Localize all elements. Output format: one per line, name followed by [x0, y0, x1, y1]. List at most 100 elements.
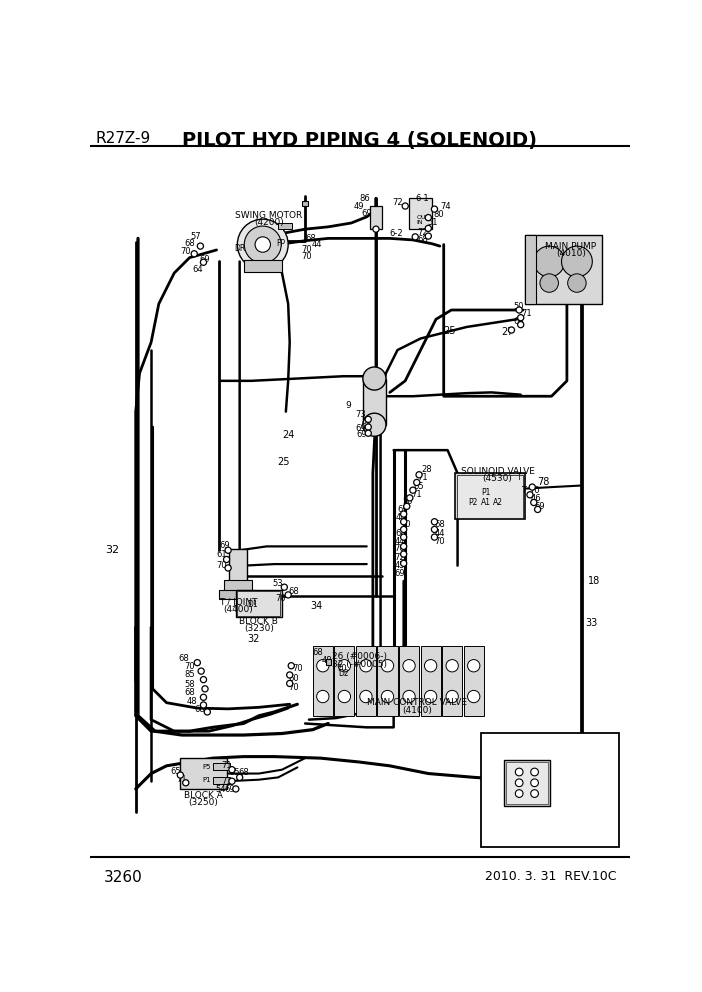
Bar — [356, 647, 376, 716]
Text: 25: 25 — [444, 325, 456, 335]
Circle shape — [425, 214, 432, 220]
Circle shape — [225, 548, 231, 554]
Circle shape — [381, 660, 394, 672]
Text: 24: 24 — [282, 430, 294, 439]
Circle shape — [401, 519, 406, 525]
Text: 69: 69 — [535, 502, 545, 511]
Bar — [224, 579, 252, 593]
Circle shape — [403, 660, 415, 672]
Circle shape — [413, 479, 420, 485]
Text: 70: 70 — [292, 665, 303, 674]
Text: 69: 69 — [225, 786, 235, 795]
Text: 70: 70 — [395, 545, 405, 554]
Circle shape — [403, 690, 415, 702]
Text: T: T — [517, 472, 522, 481]
Text: 48: 48 — [187, 697, 197, 706]
Text: 71: 71 — [522, 310, 532, 318]
Text: 70: 70 — [529, 486, 540, 495]
Bar — [481, 733, 619, 847]
Bar — [370, 206, 382, 229]
Bar — [180, 758, 227, 789]
Text: 58: 58 — [185, 680, 195, 688]
Circle shape — [516, 307, 522, 313]
Text: 69: 69 — [219, 541, 230, 551]
Bar — [334, 647, 355, 716]
Bar — [229, 549, 247, 591]
Text: 69: 69 — [199, 256, 211, 265]
Circle shape — [508, 327, 515, 333]
Bar — [237, 591, 281, 616]
Circle shape — [406, 495, 413, 501]
Text: 28: 28 — [421, 465, 432, 474]
Text: (4530): (4530) — [483, 474, 512, 483]
Text: 2010. 3. 31  REV.10C: 2010. 3. 31 REV.10C — [484, 870, 616, 883]
Bar — [219, 589, 258, 599]
Circle shape — [401, 560, 406, 566]
Bar — [464, 647, 484, 716]
Text: (4530): (4530) — [511, 822, 543, 832]
Text: 46: 46 — [531, 494, 541, 503]
Circle shape — [229, 767, 235, 773]
Circle shape — [365, 424, 371, 431]
Text: 32 (-#0005): 32 (-#0005) — [332, 660, 387, 669]
Text: 68: 68 — [238, 768, 249, 778]
Text: (4400): (4400) — [223, 605, 253, 614]
Text: 68: 68 — [514, 317, 524, 326]
Text: 73: 73 — [355, 411, 366, 420]
Text: 68: 68 — [418, 235, 428, 244]
Circle shape — [412, 234, 418, 240]
Text: 51: 51 — [427, 218, 437, 227]
Circle shape — [401, 551, 406, 558]
Text: P1: P1 — [482, 488, 491, 497]
Circle shape — [554, 775, 562, 783]
Text: T / JOINT: T / JOINT — [219, 598, 258, 607]
Text: SERIAL NO.: -#0005: SERIAL NO.: -#0005 — [492, 737, 608, 747]
Text: (3250): (3250) — [189, 798, 218, 806]
Circle shape — [517, 321, 524, 327]
Text: BLOCK B: BLOCK B — [239, 617, 278, 626]
Text: 72: 72 — [392, 197, 403, 206]
Text: 57: 57 — [190, 232, 201, 241]
Circle shape — [288, 663, 294, 669]
Text: 70: 70 — [301, 245, 312, 254]
Bar — [457, 475, 523, 518]
Text: 32: 32 — [247, 634, 260, 644]
Text: 70: 70 — [185, 662, 195, 671]
Text: DR: DR — [234, 244, 246, 253]
Text: MAIN PUMP: MAIN PUMP — [545, 242, 596, 251]
Circle shape — [401, 544, 406, 550]
Text: P5: P5 — [202, 764, 211, 770]
Bar — [555, 792, 560, 797]
Circle shape — [562, 246, 592, 277]
Text: 78: 78 — [538, 477, 550, 487]
Text: 49: 49 — [354, 201, 364, 210]
Bar — [442, 647, 462, 716]
Text: 70: 70 — [180, 247, 191, 256]
Circle shape — [432, 534, 437, 541]
Text: 65: 65 — [171, 768, 181, 777]
Text: 68: 68 — [184, 239, 195, 248]
Text: 61: 61 — [217, 551, 227, 559]
Text: 18: 18 — [564, 790, 575, 799]
Circle shape — [401, 511, 406, 517]
Bar — [213, 777, 230, 785]
Text: 68: 68 — [289, 586, 299, 595]
Circle shape — [531, 499, 537, 506]
Circle shape — [282, 584, 287, 590]
Text: 71: 71 — [221, 777, 232, 786]
Text: (4200): (4200) — [254, 218, 284, 227]
Text: 68: 68 — [179, 654, 190, 663]
Circle shape — [200, 694, 206, 700]
Text: 86: 86 — [360, 193, 371, 202]
Circle shape — [527, 492, 533, 498]
Text: MAIN CONTROL VALVE: MAIN CONTROL VALVE — [366, 698, 467, 707]
Circle shape — [198, 668, 204, 675]
Circle shape — [244, 226, 282, 263]
Circle shape — [515, 768, 523, 776]
Text: BLOCK A: BLOCK A — [184, 791, 223, 800]
Circle shape — [410, 487, 416, 493]
Text: 71: 71 — [417, 473, 428, 482]
Circle shape — [425, 660, 437, 672]
Circle shape — [286, 681, 293, 686]
Text: SOLINOID VALVE: SOLINOID VALVE — [461, 467, 534, 476]
